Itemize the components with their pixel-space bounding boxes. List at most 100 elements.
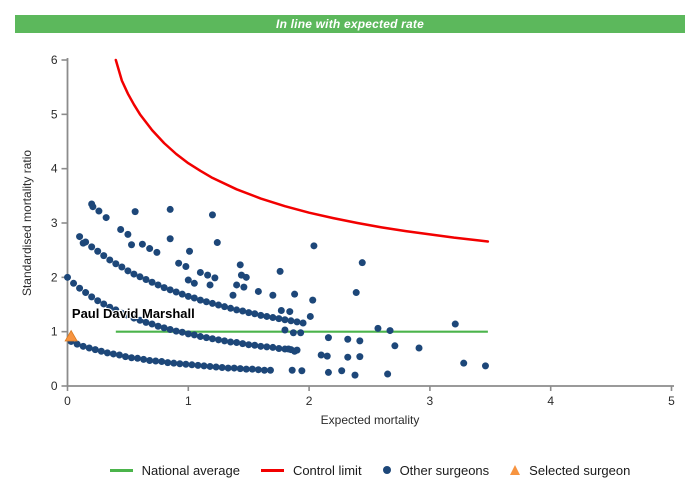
other-surgeon-point xyxy=(211,274,219,282)
status-banner: In line with expected rate xyxy=(15,15,685,33)
legend-item-national-average: National average xyxy=(109,463,240,478)
other-surgeon-point xyxy=(196,296,204,304)
other-surgeon-point xyxy=(184,292,192,300)
other-surgeon-point xyxy=(102,214,110,222)
other-surgeon-point xyxy=(275,345,283,353)
other-surgeon-point xyxy=(112,260,120,268)
other-surgeon-point xyxy=(136,316,144,324)
other-surgeon-point xyxy=(215,301,222,309)
other-surgeon-point xyxy=(140,355,148,363)
other-surgeon-point xyxy=(344,353,352,361)
other-surgeon-point xyxy=(82,289,90,297)
other-surgeon-point xyxy=(142,276,150,284)
other-surgeon-point xyxy=(88,243,96,251)
other-surgeon-point xyxy=(134,354,142,362)
selected-surgeon-triangle-swatch xyxy=(510,465,521,475)
x-tick-label: 4 xyxy=(547,394,554,408)
legend-item-selected-surgeon: Selected surgeon xyxy=(510,463,630,478)
other-surgeon-point xyxy=(158,358,166,366)
x-tick-label: 5 xyxy=(668,394,675,408)
other-surgeon-point xyxy=(356,337,364,345)
other-surgeon-point xyxy=(117,226,125,234)
other-surgeon-point xyxy=(245,309,253,317)
other-surgeon-point xyxy=(91,346,99,354)
other-surgeon-point xyxy=(415,344,423,352)
other-surgeon-point xyxy=(254,366,262,374)
other-surgeon-point xyxy=(215,336,222,344)
other-surgeon-point xyxy=(229,291,237,299)
other-surgeons-points xyxy=(64,200,489,379)
other-surgeon-point xyxy=(88,293,96,301)
x-tick-label: 3 xyxy=(427,394,434,408)
other-surgeon-point xyxy=(190,294,198,302)
other-surgeon-point xyxy=(351,371,359,379)
other-surgeon-point xyxy=(299,319,307,327)
other-surgeon-point xyxy=(289,329,297,337)
other-surgeon-point xyxy=(374,324,382,332)
other-surgeon-point xyxy=(196,268,204,276)
y-tick-label: 0 xyxy=(51,379,58,393)
other-surgeon-point xyxy=(286,308,294,316)
x-tick-label: 1 xyxy=(185,394,192,408)
other-surgeon-point xyxy=(384,370,392,378)
axes: 0 1 2 3 4 5 0 1 2 3 4 5 6 xyxy=(51,53,675,408)
other-surgeon-point xyxy=(338,367,346,375)
other-surgeon-point xyxy=(124,267,132,275)
other-surgeon-point xyxy=(324,368,332,376)
other-surgeon-point xyxy=(112,306,120,314)
funnel-plot: 0 1 2 3 4 5 0 1 2 3 4 5 6 Paul David Marshall Expect… xyxy=(20,53,675,427)
other-surgeon-point xyxy=(233,339,241,347)
other-surgeon-point xyxy=(257,342,265,350)
other-surgeon-point xyxy=(115,351,123,359)
other-surgeon-point xyxy=(269,343,277,351)
selected-surgeon-marker xyxy=(64,329,78,342)
other-surgeon-point xyxy=(277,306,285,314)
legend-item-control-limit: Control limit xyxy=(260,463,362,478)
other-surgeon-point xyxy=(208,335,216,343)
x-tick-label: 0 xyxy=(64,394,71,408)
other-surgeon-point xyxy=(106,303,114,311)
other-surgeon-point xyxy=(79,342,87,350)
other-surgeon-point xyxy=(309,296,317,304)
other-surgeon-point xyxy=(298,367,306,375)
other-surgeon-point xyxy=(172,288,180,296)
other-surgeon-point xyxy=(344,335,352,343)
other-surgeon-point xyxy=(287,317,295,325)
other-surgeon-point xyxy=(251,341,259,349)
other-surgeon-point xyxy=(293,318,301,326)
other-surgeon-point xyxy=(73,340,81,348)
other-surgeon-point xyxy=(275,315,283,323)
other-surgeon-point xyxy=(310,242,318,250)
other-surgeon-point xyxy=(208,211,216,219)
other-surgeon-point xyxy=(248,365,256,373)
other-surgeon-point xyxy=(148,320,156,328)
other-surgeon-point xyxy=(136,273,144,281)
other-surgeon-point xyxy=(306,312,314,320)
other-surgeon-point xyxy=(160,324,168,332)
other-surgeon-point xyxy=(323,352,331,360)
other-surgeon-point xyxy=(297,329,305,337)
other-surgeon-point xyxy=(182,262,190,270)
other-surgeon-point xyxy=(291,290,299,298)
control-limit-line-swatch xyxy=(260,468,284,472)
other-surgeon-point xyxy=(130,314,138,322)
other-surgeon-point xyxy=(233,306,241,314)
other-surgeon-point xyxy=(206,362,214,370)
other-surgeon-point xyxy=(142,318,150,326)
other-surgeon-point xyxy=(100,300,108,308)
other-surgeon-point xyxy=(196,333,204,341)
other-surgeon-point xyxy=(269,291,277,299)
other-surgeon-point xyxy=(170,359,178,367)
other-surgeon-point xyxy=(460,359,468,367)
other-surgeon-point xyxy=(386,327,394,335)
other-surgeon-point xyxy=(251,310,259,318)
other-surgeon-point xyxy=(175,259,183,267)
other-surgeon-point xyxy=(200,362,208,370)
other-surgeon-point xyxy=(352,289,360,297)
other-surgeon-point xyxy=(276,267,284,275)
other-surgeon-point xyxy=(221,303,229,311)
selected-surgeon-point xyxy=(64,329,78,342)
other-surgeon-point xyxy=(230,364,238,372)
x-tick-label: 2 xyxy=(306,394,313,408)
